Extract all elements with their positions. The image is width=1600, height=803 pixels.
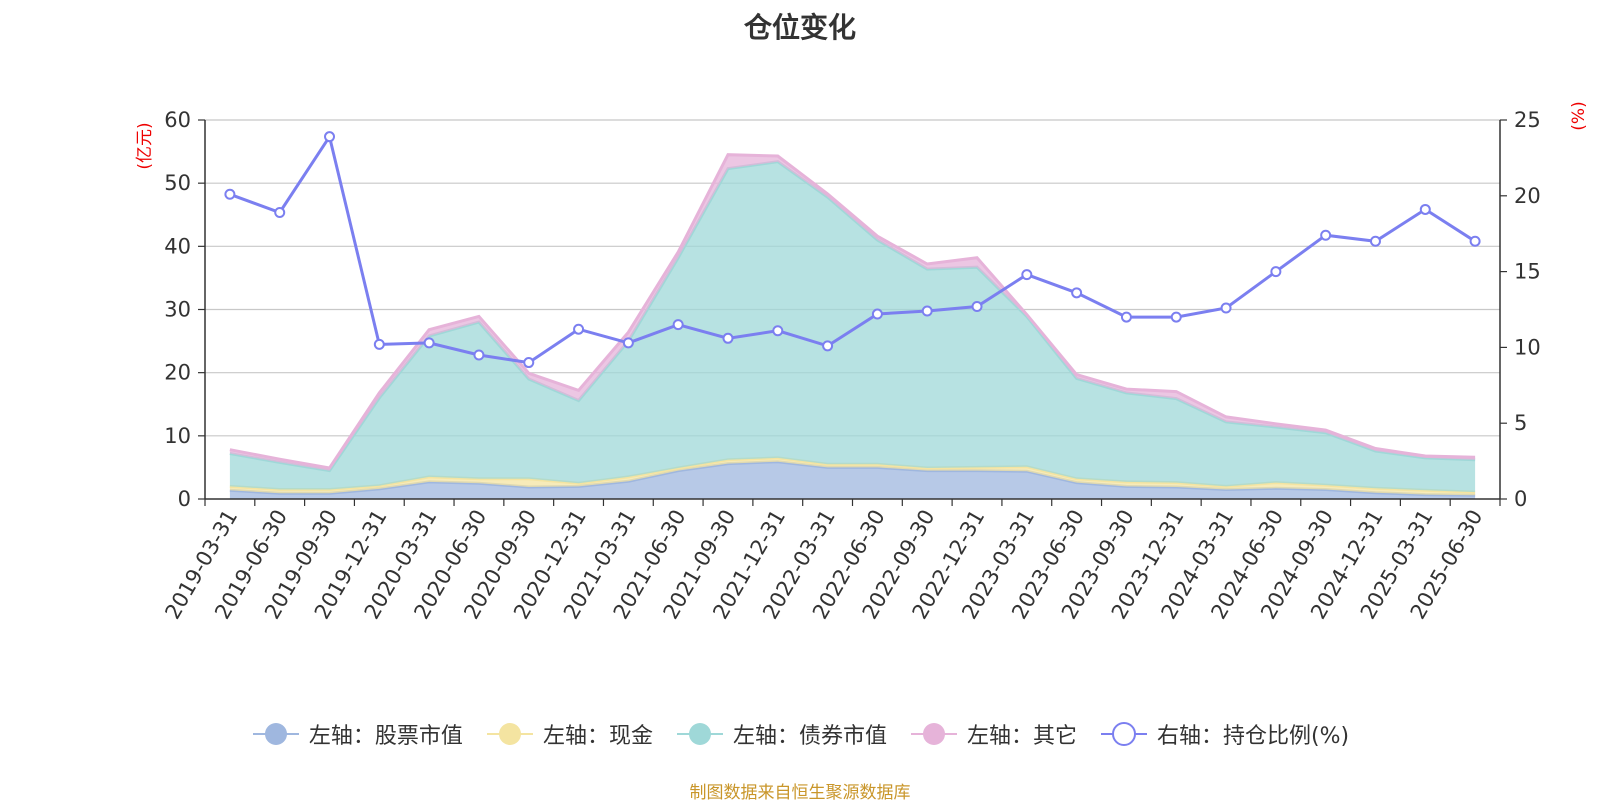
ratio-point [573,323,585,335]
left-axis-tick-label: 50 [164,171,191,195]
ratio-point [274,206,286,218]
right-axis-unit: (%) [1569,101,1589,130]
right-axis-tick-label: 0 [1514,487,1527,511]
legend-swatch-marker [264,723,287,745]
legend-swatch-marker [688,723,711,745]
left-axis-tick-label: 10 [164,424,191,448]
legend-swatch-bond [676,723,723,745]
ratio-point [1419,203,1431,215]
legend-swatch-marker [922,723,945,745]
legend-label: 右轴：持仓比例(%) [1156,724,1350,749]
ratio-point [423,337,435,349]
right-axis-tick-label: 15 [1514,260,1541,284]
area-edge-other [229,153,1476,470]
ratio-point [324,131,336,143]
ratio-point [1071,287,1083,299]
left-axis-unit: (亿元) [135,122,155,169]
legend-label: 左轴：债券市值 [732,724,887,749]
ratio-point [373,338,385,350]
left-axis-tick-label: 20 [164,361,191,385]
ratio-point [1469,235,1481,247]
ratio-point [1270,266,1282,278]
area-bond [229,161,1476,493]
data-source-note: 制图数据来自恒生聚源数据库 [689,783,911,803]
ratio-point [1320,229,1332,241]
legend-swatch-ratio [1100,722,1147,746]
legend-label: 左轴：股票市值 [308,724,463,749]
legend-label: 左轴：现金 [542,724,653,749]
ratio-point [1220,302,1232,314]
legend-swatch-marker [498,723,521,745]
ratio-point [1120,311,1132,323]
legend-item-other[interactable]: 左轴：其它 [909,718,1077,750]
ratio-point [224,188,236,200]
ratio-point [523,357,535,369]
area-cash [229,457,1476,496]
ratio-point [622,337,634,349]
legend: 左轴：股票市值 左轴：现金 左轴：债券市值 左轴：其它 右轴：持仓比例(%) [0,718,1600,750]
legend-swatch-other [910,723,957,745]
ratio-point [1021,269,1033,281]
ratio-point [921,305,933,317]
right-axis-tick-label: 5 [1514,411,1527,435]
left-axis-tick-label: 60 [164,108,191,132]
right-axis-tick-label: 10 [1514,335,1541,359]
ratio-point [1369,235,1381,247]
legend-item-cash[interactable]: 左轴：现金 [485,718,653,750]
ratio-line-series [224,131,1481,369]
legend-swatch-cash [486,723,533,745]
left-axis-tick-label: 0 [178,487,191,511]
left-axis-tick-label: 30 [164,298,191,322]
area-series [229,153,1476,499]
ratio-line [229,132,1476,365]
area-stock [229,461,1476,499]
legend-swatch-marker [1111,722,1136,746]
right-axis-tick-label: 25 [1514,108,1541,132]
right-axis-tick-label: 20 [1514,184,1541,208]
ratio-point [871,308,883,320]
ratio-point [1170,311,1182,323]
left-axis-tick-label: 40 [164,234,191,258]
legend-swatch-stock [252,723,299,745]
ratio-point [672,319,684,331]
ratio-point [473,349,485,361]
ratio-point [822,340,834,352]
ratio-point [722,332,734,344]
ratio-point [971,300,983,312]
legend-item-ratio[interactable]: 右轴：持仓比例(%) [1099,718,1349,750]
legend-label: 左轴：其它 [966,724,1077,749]
ratio-point [772,325,784,337]
chart-title: 仓位变化 [743,11,856,44]
legend-item-stock[interactable]: 左轴：股票市值 [251,718,463,750]
legend-item-bond[interactable]: 左轴：债券市值 [675,718,887,750]
